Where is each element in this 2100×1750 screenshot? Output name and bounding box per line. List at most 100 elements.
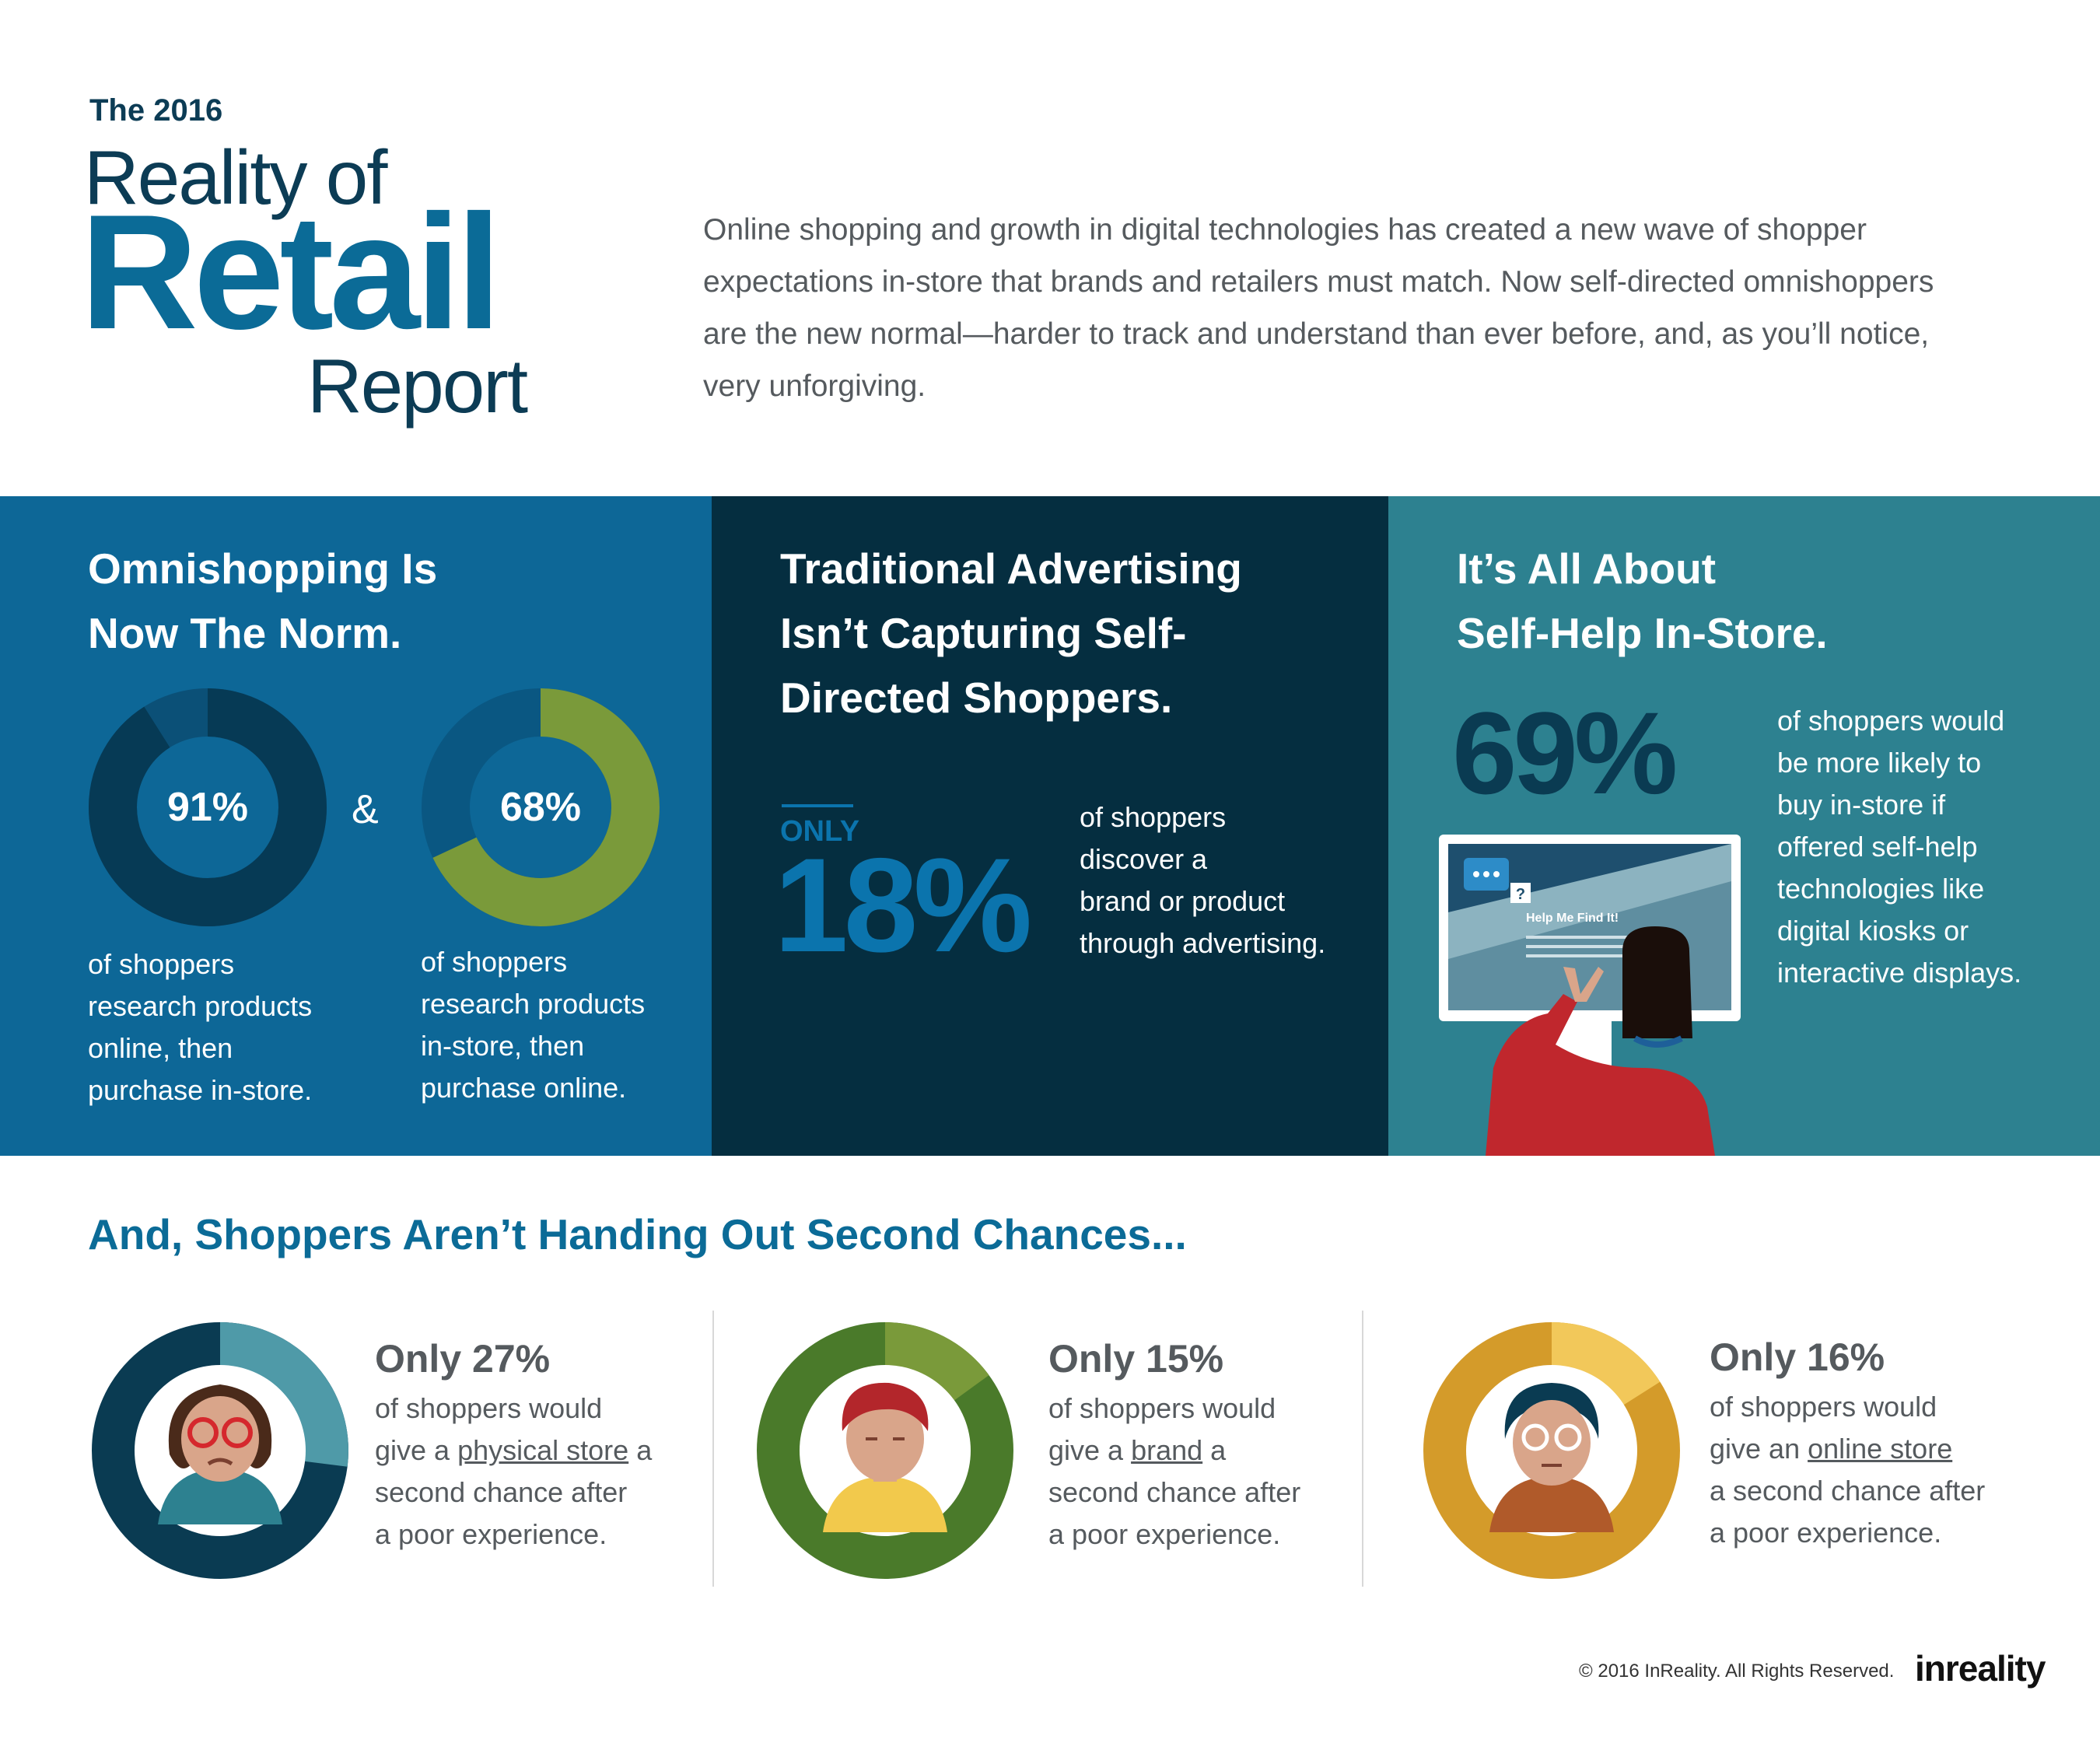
ring-chart-15 — [757, 1322, 1013, 1579]
omni-text-2-line: purchase online. — [421, 1072, 627, 1104]
second-chances-heading: And, Shoppers Aren’t Handing Out Second … — [88, 1210, 1187, 1258]
chance-line-pre: give a — [1048, 1434, 1132, 1466]
column-divider — [1362, 1311, 1363, 1587]
panel-title-line1: Omnishopping Is — [88, 544, 438, 593]
ring-chart-16 — [1423, 1322, 1680, 1579]
glasses-icon — [187, 1417, 219, 1448]
report-title-line3: Report — [307, 343, 528, 429]
ads-title-line: Isn’t Capturing Self- — [780, 609, 1187, 657]
chance-title: Only 16% — [1710, 1335, 1885, 1379]
chance-line: a poor experience. — [1048, 1518, 1281, 1550]
glasses-icon — [1521, 1423, 1549, 1451]
chance-item-2: Only 15% of shoppers would give a brand … — [1048, 1336, 1300, 1556]
donut2-label: 68% — [499, 785, 582, 830]
omni-text-2-line: of shoppers — [421, 946, 568, 978]
report-kicker: The 2016 — [89, 93, 223, 128]
chance-item-1: Only 27% of shoppers would give a physic… — [375, 1336, 652, 1556]
omni-text-1-line: purchase in-store. — [88, 1074, 313, 1106]
omni-text-1-line: of shoppers — [88, 948, 235, 980]
big-stat-69: 69% — [1452, 688, 1678, 818]
omni-text-2-line: research products — [421, 988, 646, 1020]
chance-title: Only 15% — [1048, 1337, 1224, 1381]
report-title-line1: Reality of — [84, 135, 388, 220]
omni-text-2-line: in-store, then — [421, 1030, 585, 1062]
omni-text-1-line: research products — [88, 990, 313, 1022]
avatar-shirt — [1489, 1476, 1614, 1532]
ads-title-line: Directed Shoppers. — [780, 674, 1173, 722]
ring-chart-27 — [92, 1322, 348, 1579]
avatar-frown — [207, 1458, 233, 1466]
ads-text-line: of shoppers — [1080, 801, 1227, 833]
only-rule — [782, 804, 853, 807]
report-title-line2: Retail — [80, 180, 502, 363]
screen-line — [1526, 945, 1635, 948]
chance-line: second chance after — [375, 1476, 628, 1508]
chance-line: a poor experience. — [375, 1518, 607, 1550]
ring-arc — [92, 1322, 348, 1579]
ads-title-line: Traditional Advertising — [780, 544, 1242, 593]
self-text: of shoppers would be more likely to buy … — [1777, 700, 2021, 994]
chance-text: of shoppers would give a physical store … — [375, 1388, 652, 1556]
chance-line: of shoppers would — [375, 1392, 603, 1424]
copyright-text: © 2016 InReality. All Rights Reserved. — [1579, 1661, 1895, 1682]
chance-line: give a brand a — [1048, 1430, 1300, 1472]
chance-line: a second chance after — [1710, 1475, 1986, 1507]
ring-arc — [757, 1322, 1013, 1579]
question-icon — [1510, 883, 1531, 903]
person-sweater — [1486, 994, 1715, 1156]
chat-dot-icon — [1473, 871, 1479, 877]
only-label: ONLY — [780, 815, 860, 848]
ads-text-line: brand or product — [1080, 885, 1286, 917]
donut-arc — [89, 688, 327, 926]
person-collar — [1633, 1035, 1683, 1048]
self-text-line: digital kiosks or — [1777, 915, 1969, 947]
self-title-line2: Self-Help In-Store. — [1457, 609, 1828, 657]
self-text-line: technologies like — [1777, 873, 1985, 905]
avatar-face — [846, 1396, 924, 1482]
online-store-link[interactable]: online store — [1808, 1433, 1953, 1465]
chance-line: a poor experience. — [1710, 1517, 1942, 1549]
ampersand: & — [352, 787, 379, 832]
chat-dot-icon — [1493, 871, 1500, 877]
omni-text-1: of shoppers research products online, th… — [88, 943, 312, 1111]
donut-arc — [422, 688, 660, 926]
chance-title: Only 27% — [375, 1337, 551, 1381]
chance-line: second chance after — [1048, 1476, 1301, 1508]
brand-link[interactable]: brand — [1131, 1434, 1203, 1466]
omni-text-2: of shoppers research products in-store, … — [421, 941, 645, 1109]
self-text-line: offered self-help — [1777, 831, 1978, 863]
avatar-hair — [842, 1382, 929, 1431]
self-title-line1: It’s All About — [1457, 544, 1717, 593]
self-text-line: interactive displays. — [1777, 957, 2022, 989]
chance-line-pre: give an — [1710, 1433, 1808, 1465]
help-me-find-text: Help Me Find It! — [1526, 912, 1619, 925]
donut-chart-91 — [89, 688, 327, 926]
question-mark-text: ? — [1516, 886, 1525, 903]
chance-item-3: Only 16% of shoppers would give an onlin… — [1710, 1335, 1985, 1554]
screen-line — [1526, 936, 1635, 939]
ads-text-line: discover a — [1080, 843, 1208, 875]
chance-line-post: a — [628, 1434, 653, 1466]
intro-paragraph: Online shopping and growth in digital te… — [703, 213, 1934, 403]
ads-text-line: through advertising. — [1080, 927, 1326, 959]
physical-store-link[interactable]: physical store — [457, 1434, 629, 1466]
glasses-icon — [222, 1417, 253, 1448]
ring-arc — [1423, 1322, 1680, 1579]
avatar-hair — [1504, 1383, 1599, 1439]
screen-line — [1526, 954, 1635, 957]
avatar-shirt — [823, 1476, 947, 1532]
advertising-panel: Traditional Advertising Isn’t Capturing … — [712, 496, 1388, 1156]
chat-dot-icon — [1483, 871, 1489, 877]
person-hair — [1622, 926, 1692, 1038]
panel-title-line2: Now The Norm. — [88, 609, 402, 657]
donut1-label: 91% — [166, 785, 249, 830]
chance-line: of shoppers would — [1048, 1392, 1276, 1424]
self-help-panel: It’s All About Self-Help In-Store. 69% o… — [1388, 496, 2100, 1156]
avatar-shirt — [158, 1468, 282, 1524]
omnishopping-panel: Omnishopping Is Now The Norm. 91% & 68% … — [0, 496, 712, 1156]
chance-line: give an online store — [1710, 1428, 1985, 1470]
ads-text: of shoppers discover a brand or product … — [1080, 796, 1325, 964]
self-text-line: of shoppers would — [1777, 705, 2005, 737]
big-stat-18: 18% — [774, 831, 1032, 980]
kiosk-illustration: ? Help Me Find It! — [1439, 835, 1741, 1156]
